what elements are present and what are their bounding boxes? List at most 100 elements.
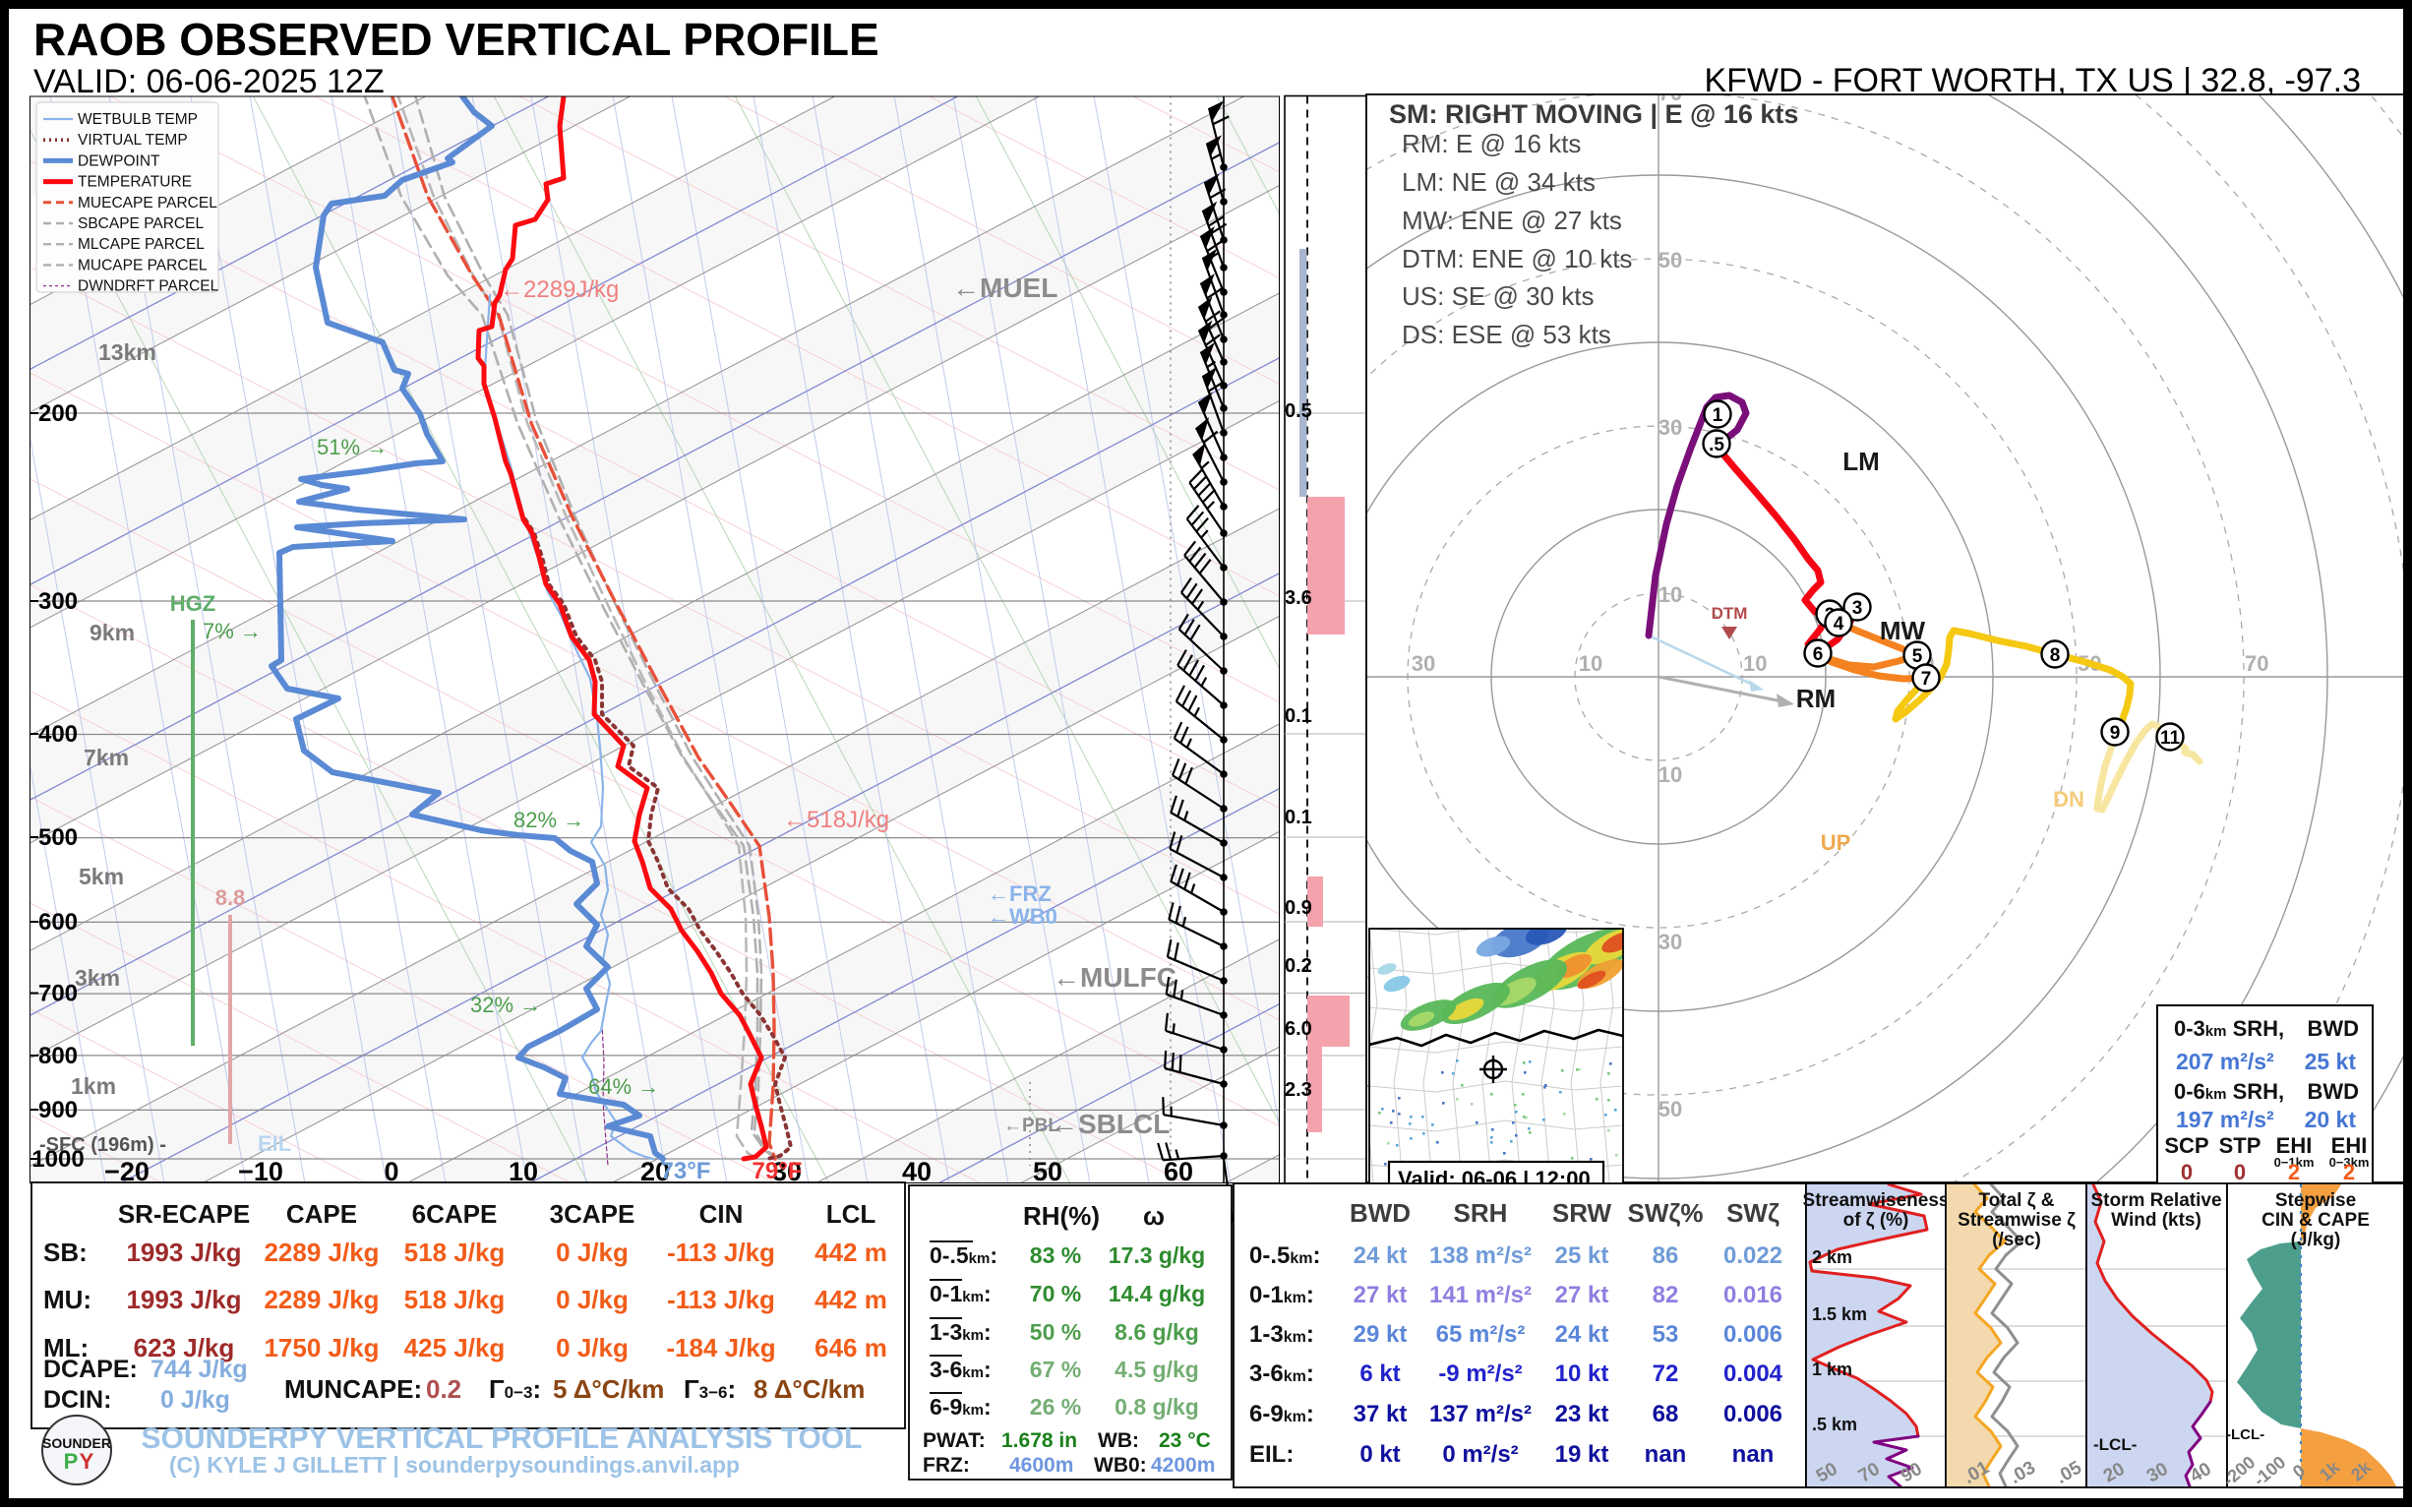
svg-text:SR-ECAPE: SR-ECAPE [118, 1199, 250, 1229]
svg-text:-9 m²/s²: -9 m²/s² [1438, 1361, 1522, 1387]
svg-text:7: 7 [1921, 669, 1932, 690]
svg-text:50: 50 [1033, 1157, 1062, 1186]
svg-text:0: 0 [2181, 1160, 2193, 1184]
svg-text:←2289J/kg: ←2289J/kg [500, 276, 619, 303]
svg-text:P: P [64, 1449, 79, 1474]
svg-text:BWD: BWD [1350, 1198, 1411, 1228]
svg-text:VALID: 06-06-2025 12Z: VALID: 06-06-2025 12Z [33, 63, 385, 100]
svg-text:Streamwise ζ: Streamwise ζ [1958, 1210, 2076, 1231]
svg-text:Wind (kts): Wind (kts) [2111, 1210, 2201, 1231]
svg-text:200: 200 [38, 400, 78, 427]
svg-text:nan: nan [1732, 1441, 1775, 1468]
svg-text:Storm Relative: Storm Relative [2090, 1190, 2221, 1211]
svg-text:BWD: BWD [2307, 1079, 2359, 1104]
svg-text:HGZ: HGZ [170, 591, 215, 616]
svg-text:1 km: 1 km [1812, 1360, 1852, 1379]
svg-text:6CAPE: 6CAPE [412, 1199, 498, 1229]
svg-text:LM: LM [1842, 447, 1880, 476]
svg-text:10: 10 [1743, 651, 1767, 676]
svg-text:0.022: 0.022 [1723, 1242, 1782, 1269]
svg-text:207 m²/s²: 207 m²/s² [2176, 1049, 2274, 1074]
svg-text:1.5 km: 1.5 km [1812, 1304, 1867, 1324]
svg-text:30: 30 [1658, 930, 1682, 954]
svg-text:0.9: 0.9 [1285, 897, 1312, 919]
svg-text:24 kt: 24 kt [1354, 1242, 1408, 1269]
svg-text:50: 50 [1658, 248, 1682, 272]
svg-text:5: 5 [1912, 646, 1923, 667]
svg-text:141 m²/s²: 141 m²/s² [1429, 1282, 1532, 1308]
svg-text:SM: RIGHT MOVING | E @ 16 kts: SM: RIGHT MOVING | E @ 16 kts [1389, 99, 1798, 129]
svg-text:29 kt: 29 kt [1354, 1321, 1408, 1348]
svg-text:10 kt: 10 kt [1555, 1361, 1609, 1387]
svg-text:442 m: 442 m [814, 1238, 887, 1267]
svg-text:SBCAPE PARCEL: SBCAPE PARCEL [78, 215, 204, 232]
svg-text:30: 30 [1658, 415, 1682, 440]
svg-text:2.3: 2.3 [1285, 1079, 1312, 1101]
svg-text:800: 800 [38, 1043, 78, 1069]
svg-text:4: 4 [1834, 614, 1844, 635]
svg-text:1.678 in: 1.678 in [1001, 1429, 1077, 1452]
svg-text:83 %: 83 % [1030, 1242, 1081, 1268]
svg-text:30: 30 [1412, 651, 1435, 676]
svg-text:10: 10 [1658, 762, 1682, 787]
svg-text:32% →: 32% → [470, 993, 541, 1017]
svg-text:5km: 5km [79, 864, 124, 889]
svg-text:←WB0: ←WB0 [988, 904, 1057, 929]
svg-text:4600m: 4600m [1009, 1454, 1073, 1477]
svg-text:WB0:: WB0: [1094, 1454, 1147, 1477]
svg-text:VIRTUAL TEMP: VIRTUAL TEMP [78, 132, 188, 149]
svg-text:ω: ω [1143, 1201, 1165, 1231]
svg-text:7% →: 7% → [203, 619, 262, 643]
svg-text:79°F: 79°F [753, 1158, 803, 1184]
svg-text:DCIN:: DCIN: [43, 1386, 111, 1414]
svg-text:0.016: 0.016 [1723, 1282, 1782, 1308]
svg-text:300: 300 [38, 588, 78, 615]
svg-text:425 J/kg: 425 J/kg [404, 1333, 506, 1362]
svg-text:3: 3 [1852, 598, 1863, 619]
svg-text:Y: Y [80, 1449, 94, 1474]
svg-text:←FRZ: ←FRZ [988, 881, 1052, 906]
svg-text:20 kt: 20 kt [2305, 1107, 2357, 1132]
svg-text:←518J/kg: ←518J/kg [783, 807, 889, 833]
svg-text:0 J/kg: 0 J/kg [556, 1333, 629, 1362]
svg-text:2289 J/kg: 2289 J/kg [264, 1238, 379, 1267]
svg-text:70 %: 70 % [1030, 1281, 1081, 1306]
svg-text:17.3 g/kg: 17.3 g/kg [1109, 1242, 1205, 1268]
svg-text:5 Δ°C/km: 5 Δ°C/km [553, 1374, 664, 1404]
svg-text:.5 km: .5 km [1812, 1415, 1857, 1434]
svg-text:FRZ:: FRZ: [923, 1454, 970, 1477]
svg-text:Streamwiseness: Streamwiseness [1803, 1190, 1950, 1211]
svg-text:SWζ%: SWζ% [1628, 1198, 1704, 1228]
svg-text:BWD: BWD [2307, 1016, 2359, 1041]
svg-text:0.1: 0.1 [1285, 705, 1312, 727]
svg-text:64% →: 64% → [588, 1074, 659, 1099]
svg-text:700: 700 [38, 981, 78, 1007]
svg-text:-113 J/kg: -113 J/kg [667, 1238, 775, 1267]
svg-text:SB:: SB: [43, 1238, 88, 1267]
svg-text:←SBLCL: ←SBLCL [1051, 1109, 1170, 1139]
svg-text:0-6km SRH,: 0-6km SRH, [2174, 1079, 2284, 1104]
svg-text:8.8: 8.8 [215, 885, 246, 910]
svg-text:CAPE: CAPE [286, 1199, 357, 1229]
svg-text:3CAPE: 3CAPE [550, 1199, 635, 1229]
svg-text:0 m²/s²: 0 m²/s² [1442, 1441, 1518, 1468]
svg-text:MU:: MU: [43, 1285, 91, 1314]
svg-text:-SFC (196m) -: -SFC (196m) - [39, 1134, 166, 1156]
svg-text:6: 6 [1813, 644, 1824, 665]
svg-text:600: 600 [38, 909, 78, 936]
svg-text:LM: NE @ 34 kts: LM: NE @ 34 kts [1402, 167, 1596, 197]
svg-text:MUCAPE PARCEL: MUCAPE PARCEL [78, 257, 208, 273]
svg-text:11: 11 [2160, 728, 2181, 749]
svg-text:MUECAPE PARCEL: MUECAPE PARCEL [78, 195, 217, 212]
svg-text:53: 53 [1653, 1321, 1679, 1348]
svg-text:70: 70 [2245, 651, 2268, 676]
svg-text:0 J/kg: 0 J/kg [556, 1238, 629, 1267]
svg-text:DEWPOINT: DEWPOINT [78, 152, 160, 169]
svg-text:10: 10 [1579, 651, 1602, 676]
svg-text:4200m: 4200m [1151, 1454, 1215, 1477]
svg-text:4.5 g/kg: 4.5 g/kg [1115, 1357, 1199, 1382]
svg-text:←MULFC: ←MULFC [1053, 962, 1176, 993]
svg-text:DTM: ENE @ 10 kts: DTM: ENE @ 10 kts [1402, 244, 1632, 273]
svg-text:25 kt: 25 kt [1555, 1242, 1609, 1269]
svg-text:(J/kg): (J/kg) [2291, 1230, 2341, 1250]
